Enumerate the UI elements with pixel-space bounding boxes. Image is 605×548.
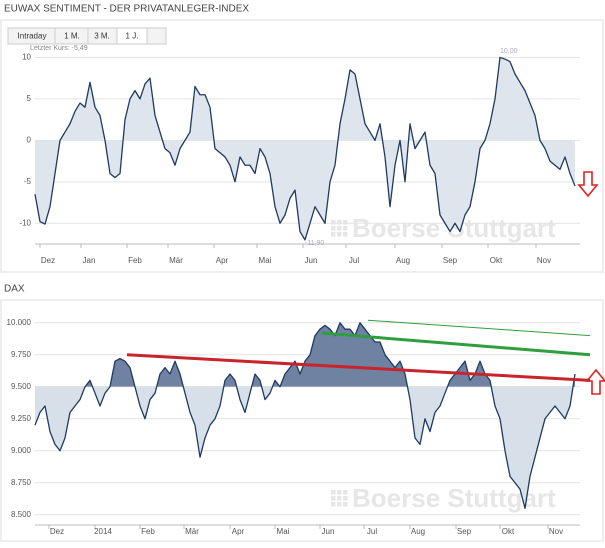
watermark-logo <box>337 496 342 501</box>
panel <box>0 299 604 542</box>
y-tick-label: -5 <box>24 177 32 186</box>
trendline <box>126 353 591 382</box>
watermark-logo <box>343 502 348 507</box>
range-button[interactable]: Intraday <box>18 32 47 41</box>
watermark-logo <box>343 226 348 231</box>
panel <box>0 19 604 273</box>
watermark-logo <box>331 226 336 231</box>
x-tick-label: Dez <box>41 256 55 265</box>
annotation: Letzter Kurs: -5,49 <box>30 45 88 52</box>
y-tick-label: 9.250 <box>11 414 32 423</box>
x-tick-label: Okt <box>502 527 515 536</box>
x-tick-label: Aug <box>396 256 410 265</box>
down-arrow <box>577 171 599 198</box>
line <box>34 322 576 510</box>
x-tick-label: Jun <box>305 256 318 265</box>
watermark-logo <box>337 502 342 507</box>
y-tick-label: 10.000 <box>7 318 32 327</box>
y-tick-label: 9.500 <box>11 382 32 391</box>
x-tick-label: Mär <box>169 256 183 265</box>
x-tick-label: Dez <box>50 527 64 536</box>
annotation: -11,90 <box>305 240 324 247</box>
area-fill-below <box>35 386 575 509</box>
x-tick-label: Feb <box>128 256 142 265</box>
watermark-logo <box>343 490 348 495</box>
x-tick-label: Mai <box>259 256 272 265</box>
watermark-logo <box>331 490 336 495</box>
x-tick-label: Mai <box>277 527 290 536</box>
trendline <box>367 319 591 337</box>
chart-title: DAX <box>4 284 25 295</box>
x-tick-label: Jun <box>322 527 335 536</box>
x-tick-label: Apr <box>232 527 245 536</box>
x-tick-label: Apr <box>216 256 229 265</box>
range-button[interactable]: 1 J. <box>126 32 139 41</box>
x-tick-label: Jul <box>349 256 359 265</box>
watermark-logo <box>337 490 342 495</box>
watermark-logo <box>331 220 336 225</box>
annotation: 10,00 <box>500 48 518 55</box>
range-button[interactable]: 3 M. <box>94 32 110 41</box>
x-tick-label: Jul <box>367 527 377 536</box>
y-tick-label: 0 <box>27 135 32 144</box>
watermark-logo <box>337 232 342 237</box>
up-arrow <box>585 368 605 395</box>
x-tick-label: Sep <box>457 527 472 536</box>
watermark-logo <box>331 502 336 507</box>
watermark-logo <box>331 496 336 501</box>
y-tick-label: 9.750 <box>11 350 32 359</box>
x-tick-label: Mär <box>185 527 199 536</box>
area-fill-above <box>85 322 575 387</box>
watermark-logo <box>337 220 342 225</box>
x-tick-label: Sep <box>443 256 458 265</box>
y-tick-label: 9.000 <box>11 446 32 455</box>
y-tick-label: 8.500 <box>11 510 32 519</box>
trendline <box>321 331 591 357</box>
y-tick-label: -10 <box>19 218 31 227</box>
x-tick-label: Feb <box>141 527 155 536</box>
watermark-logo <box>343 220 348 225</box>
line <box>34 56 576 241</box>
y-tick-label: 8.750 <box>11 478 32 487</box>
range-tab-active <box>116 27 148 45</box>
x-tick-label: Jan <box>83 256 96 265</box>
y-tick-label: 5 <box>27 94 32 103</box>
watermark-logo <box>343 232 348 237</box>
x-tick-label: Okt <box>490 256 503 265</box>
x-tick-label: Aug <box>411 527 425 536</box>
x-tick-label: 2014 <box>94 527 112 536</box>
y-tick-label: 10 <box>22 53 31 62</box>
chart-title: EUWAX SENTIMENT - DER PRIVATANLEGER-INDE… <box>4 4 249 15</box>
x-tick-label: Nov <box>549 527 563 536</box>
watermark-logo <box>343 496 348 501</box>
range-button[interactable]: 1 M. <box>64 32 80 41</box>
watermark-logo <box>331 232 336 237</box>
x-tick-label: Nov <box>537 256 551 265</box>
watermark-logo <box>337 226 342 231</box>
area-fill <box>35 57 575 240</box>
